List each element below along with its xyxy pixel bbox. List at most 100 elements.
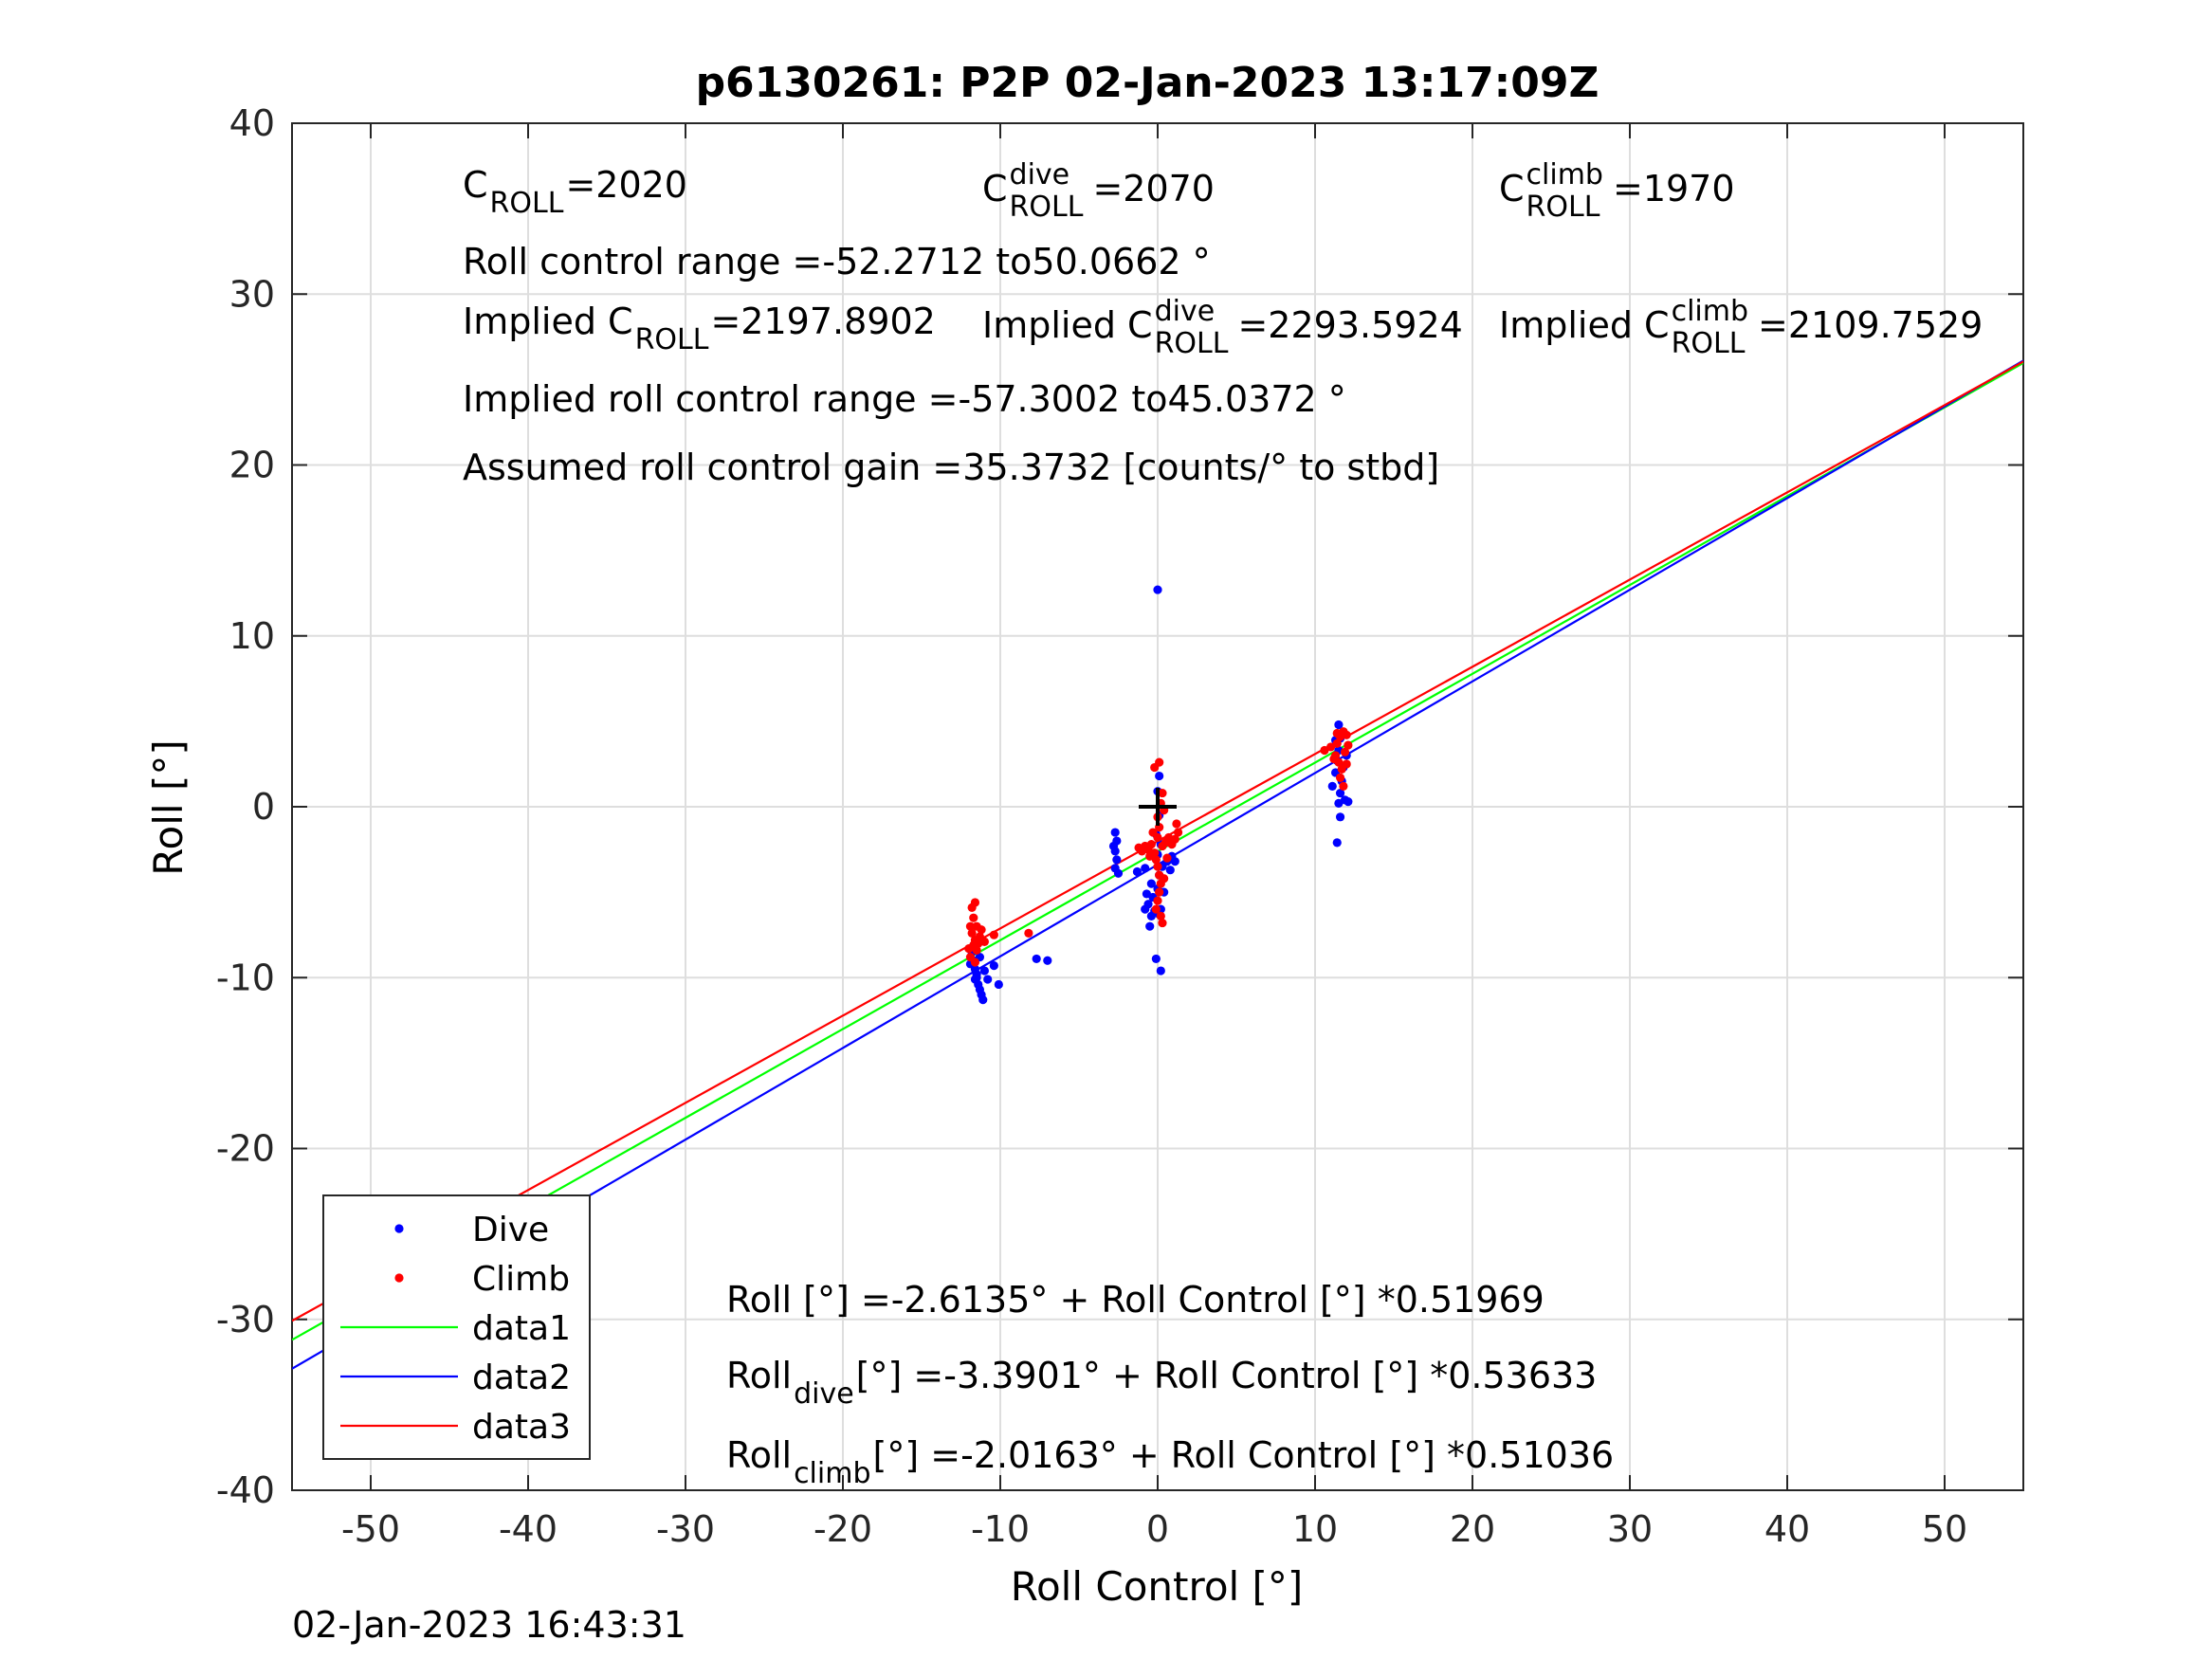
x-tick-label: -40 [499, 1508, 558, 1550]
climb-point [1332, 728, 1342, 738]
climb-point [1148, 828, 1158, 837]
c-roll-dive-text-value: =2070 [1092, 168, 1215, 210]
c-roll-dive-text: C [982, 168, 1008, 210]
y-tick-label: -40 [216, 1469, 275, 1511]
climb-point [977, 925, 986, 935]
climb-point [989, 930, 998, 939]
legend-marker-climb [394, 1273, 404, 1283]
climb-point [1329, 754, 1339, 764]
dive-point [972, 973, 981, 982]
dive-point [1132, 866, 1143, 877]
fit-dive-text-sub: dive [794, 1377, 854, 1411]
dive-point [1141, 864, 1150, 873]
y-axis-label: Roll [°] [145, 739, 192, 875]
dive-point [1113, 868, 1124, 878]
climb-point [1332, 738, 1342, 748]
dive-point [1146, 879, 1156, 888]
c-roll-text: C [463, 164, 488, 206]
climb-point [979, 937, 989, 946]
climb-point [1024, 928, 1033, 938]
fit-climb-text-sub: climb [794, 1457, 870, 1490]
dive-point [979, 966, 989, 975]
implied-range-text: Implied roll control range =-57.3002 to4… [463, 378, 1346, 420]
implied-c-roll-text: Implied C [463, 301, 633, 342]
legend-label: data2 [472, 1358, 571, 1397]
climb-point [1342, 759, 1351, 769]
dive-point [1155, 771, 1164, 781]
fit-dive-text-value: [°] =-3.3901° + Roll Control [°] *0.5363… [856, 1355, 1598, 1396]
climb-point [1342, 730, 1351, 739]
dive-point [1145, 921, 1155, 931]
climb-point [970, 898, 980, 907]
plot-frame [291, 122, 2024, 1491]
c-roll-climb-text: C [1499, 168, 1525, 210]
y-tick-label: 30 [229, 273, 275, 315]
axes: -50 -40 -30 -20 -10 0 10 20 30 40 50 -40 -30 -20 -10 0 1… [216, 102, 2024, 1550]
c-roll-climb-text-value: =1970 [1613, 168, 1735, 210]
c-roll-dive-text-sub: ROLL [1010, 191, 1084, 224]
climb-point [1172, 819, 1181, 829]
legend-marker-dive [394, 1224, 404, 1233]
y-tick-label: 20 [229, 445, 275, 486]
dive-point [1112, 855, 1122, 865]
dive-point [1170, 857, 1179, 866]
implied-c-roll-climb-text-sub: ROLL [1672, 327, 1746, 360]
dive-point [1108, 841, 1119, 851]
climb-point [1339, 781, 1348, 791]
legend-label: data3 [472, 1408, 571, 1447]
c-roll-climb-text-sub: ROLL [1526, 191, 1600, 224]
x-tick-label: -30 [656, 1508, 715, 1550]
assumed-gain-text: Assumed roll control gain =35.3732 [coun… [463, 447, 1439, 488]
dive-point [1165, 866, 1175, 875]
dive-point [1344, 796, 1353, 807]
y-tick-label: 0 [252, 786, 275, 828]
climb-point [1153, 862, 1162, 871]
legend-label: Dive [472, 1211, 549, 1249]
dive-point [994, 979, 1003, 990]
climb-point [1155, 887, 1164, 897]
dive-point [1032, 954, 1041, 964]
x-tick-label: -20 [814, 1508, 872, 1550]
climb-point [964, 944, 974, 954]
x-tick-label: 40 [1764, 1508, 1810, 1550]
x-tick-label: 20 [1450, 1508, 1495, 1550]
legend-label: data1 [472, 1309, 571, 1348]
dive-point [978, 995, 988, 1005]
dive-point [1335, 812, 1345, 822]
legend-label: Climb [472, 1260, 570, 1299]
implied-c-roll-dive-text-value: =2293.5924 [1237, 304, 1462, 346]
implied-c-roll-climb-text-sup: climb [1672, 295, 1748, 328]
y-tick-label: -20 [216, 1128, 275, 1170]
climb-point [1170, 834, 1179, 844]
implied-c-roll-dive-text-sub: ROLL [1155, 327, 1229, 360]
climb-point [1173, 828, 1183, 837]
c-roll-dive-text-sup: dive [1010, 158, 1070, 191]
climb-point [1155, 757, 1164, 767]
climb-point [1160, 874, 1169, 884]
x-tick-label: 0 [1146, 1508, 1169, 1550]
dive-point [1334, 720, 1344, 730]
implied-c-roll-climb-text-value: =2109.7529 [1758, 304, 1983, 346]
climb-point [1162, 853, 1172, 863]
fit-all-text: Roll [°] =-2.6135° + Roll Control [°] *0… [726, 1279, 1545, 1321]
climb-point [1344, 740, 1353, 750]
y-tick-label: 40 [229, 102, 275, 144]
dive-point [1327, 781, 1337, 791]
dive-point [1332, 838, 1342, 848]
implied-c-roll-text-sub: ROLL [635, 323, 709, 356]
climb-point [972, 945, 981, 956]
implied-c-roll-climb-text: Implied C [1499, 304, 1670, 346]
climb-point [965, 921, 976, 931]
climb-point [1146, 840, 1156, 849]
dive-point [1156, 966, 1165, 975]
x-tick-label: 50 [1922, 1508, 1967, 1550]
dive-point [989, 961, 998, 971]
dive-point [983, 975, 993, 984]
climb-point [1153, 896, 1162, 905]
y-tick-label: -10 [216, 957, 275, 998]
x-tick-label: -10 [971, 1508, 1030, 1550]
x-tick-label: 30 [1607, 1508, 1653, 1550]
roll-control-range-text: Roll control range =-52.2712 to50.0662 ° [463, 241, 1211, 283]
